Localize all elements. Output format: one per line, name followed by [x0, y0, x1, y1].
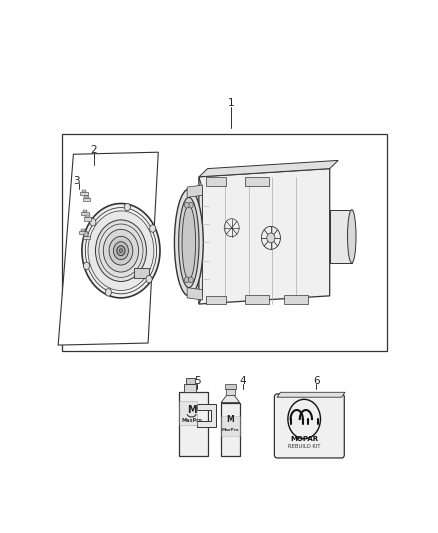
- Circle shape: [124, 204, 131, 211]
- Bar: [84, 217, 92, 221]
- Ellipse shape: [347, 209, 356, 263]
- Polygon shape: [199, 177, 202, 304]
- Circle shape: [109, 236, 133, 265]
- Text: 6: 6: [313, 376, 319, 386]
- Circle shape: [267, 233, 275, 243]
- Ellipse shape: [182, 206, 196, 279]
- Bar: [81, 229, 85, 231]
- Bar: [61, 134, 387, 351]
- Bar: [184, 384, 196, 392]
- Circle shape: [119, 248, 123, 253]
- Bar: [179, 401, 198, 425]
- Bar: [226, 389, 234, 395]
- Bar: [80, 191, 88, 195]
- Polygon shape: [198, 403, 216, 427]
- FancyBboxPatch shape: [274, 394, 344, 458]
- Bar: [245, 295, 268, 304]
- Polygon shape: [330, 209, 352, 263]
- Circle shape: [117, 246, 125, 256]
- Circle shape: [146, 276, 152, 283]
- Circle shape: [184, 277, 189, 282]
- Polygon shape: [187, 288, 202, 300]
- Text: 4: 4: [240, 376, 247, 386]
- Polygon shape: [199, 168, 330, 304]
- Text: 1: 1: [228, 98, 235, 108]
- Polygon shape: [199, 160, 338, 177]
- Polygon shape: [221, 395, 240, 402]
- Text: MaxPro: MaxPro: [181, 418, 202, 423]
- Bar: [206, 177, 226, 186]
- Bar: [79, 231, 87, 234]
- Circle shape: [150, 225, 156, 232]
- Bar: [206, 296, 226, 304]
- Text: 3: 3: [73, 176, 79, 186]
- Text: REBUILD KIT: REBUILD KIT: [288, 444, 321, 449]
- Bar: [83, 198, 90, 201]
- Bar: [221, 402, 240, 456]
- Polygon shape: [277, 392, 345, 397]
- Circle shape: [82, 204, 160, 298]
- Text: 2: 2: [91, 145, 97, 155]
- Bar: [245, 177, 268, 186]
- Bar: [186, 378, 194, 384]
- Circle shape: [83, 262, 89, 270]
- Circle shape: [88, 211, 154, 290]
- Circle shape: [188, 203, 193, 208]
- Bar: [134, 268, 149, 278]
- Circle shape: [103, 229, 138, 272]
- Bar: [225, 384, 236, 389]
- Bar: [81, 190, 86, 191]
- Text: M: M: [187, 405, 197, 415]
- Polygon shape: [179, 392, 208, 456]
- Polygon shape: [187, 185, 202, 197]
- Polygon shape: [58, 152, 158, 345]
- Bar: [83, 210, 87, 212]
- Bar: [221, 416, 240, 435]
- Circle shape: [106, 289, 111, 296]
- Circle shape: [95, 220, 146, 281]
- Ellipse shape: [179, 197, 199, 288]
- Bar: [85, 215, 90, 217]
- Bar: [284, 295, 308, 304]
- Ellipse shape: [174, 189, 203, 296]
- Circle shape: [184, 203, 189, 208]
- Text: 5: 5: [194, 376, 201, 386]
- Text: M: M: [226, 415, 234, 424]
- Text: MaxPro: MaxPro: [222, 429, 239, 432]
- Bar: [84, 233, 88, 236]
- Bar: [84, 196, 88, 198]
- Bar: [81, 212, 88, 215]
- Circle shape: [90, 219, 96, 226]
- Bar: [83, 236, 90, 239]
- Circle shape: [113, 241, 128, 260]
- Text: MOPAR: MOPAR: [290, 435, 318, 441]
- Circle shape: [188, 277, 193, 282]
